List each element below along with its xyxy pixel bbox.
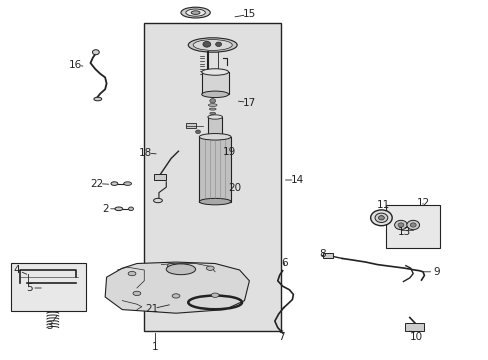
Text: 1: 1 <box>152 342 159 352</box>
Ellipse shape <box>201 91 228 98</box>
Ellipse shape <box>209 112 215 114</box>
Text: 5: 5 <box>26 283 33 293</box>
Circle shape <box>215 42 221 46</box>
Text: 10: 10 <box>409 332 422 342</box>
Bar <box>199 137 230 202</box>
Circle shape <box>92 50 99 55</box>
Ellipse shape <box>199 134 230 140</box>
Bar <box>154 174 166 180</box>
Ellipse shape <box>111 182 118 185</box>
Ellipse shape <box>207 115 222 119</box>
Text: 17: 17 <box>242 98 256 108</box>
Circle shape <box>394 220 407 230</box>
Ellipse shape <box>167 264 175 268</box>
Ellipse shape <box>166 264 195 275</box>
Polygon shape <box>105 262 249 313</box>
Circle shape <box>406 220 419 230</box>
Text: 9: 9 <box>432 267 439 277</box>
Text: 8: 8 <box>319 249 325 259</box>
Text: 20: 20 <box>228 183 241 193</box>
Text: 22: 22 <box>90 179 103 189</box>
Ellipse shape <box>199 198 230 205</box>
Circle shape <box>409 223 415 227</box>
Ellipse shape <box>128 207 133 211</box>
Text: 18: 18 <box>139 148 152 158</box>
Ellipse shape <box>123 182 131 185</box>
Text: 11: 11 <box>376 200 390 210</box>
Text: 21: 21 <box>144 304 158 314</box>
Bar <box>207 117 222 137</box>
Text: 16: 16 <box>69 60 82 70</box>
Bar <box>185 123 195 128</box>
Text: 12: 12 <box>415 198 429 208</box>
Ellipse shape <box>188 38 237 52</box>
Circle shape <box>374 213 387 222</box>
Circle shape <box>209 99 215 103</box>
Text: 14: 14 <box>290 175 304 185</box>
Text: 19: 19 <box>223 147 236 157</box>
Text: 7: 7 <box>277 332 284 342</box>
Text: 13: 13 <box>397 227 411 237</box>
Ellipse shape <box>185 9 205 16</box>
Ellipse shape <box>208 104 217 107</box>
Ellipse shape <box>209 108 216 110</box>
Text: 2: 2 <box>102 204 108 214</box>
Bar <box>144 23 281 331</box>
Ellipse shape <box>201 69 228 75</box>
Ellipse shape <box>153 198 162 203</box>
Ellipse shape <box>181 7 210 18</box>
Text: 15: 15 <box>242 9 256 19</box>
Ellipse shape <box>115 207 122 211</box>
Text: 3: 3 <box>46 321 53 331</box>
Bar <box>322 253 332 258</box>
Ellipse shape <box>172 294 180 298</box>
Ellipse shape <box>211 293 219 297</box>
Bar <box>201 72 228 94</box>
Ellipse shape <box>193 40 232 50</box>
Bar <box>386 205 439 248</box>
Bar <box>11 263 85 311</box>
Text: 4: 4 <box>14 265 20 275</box>
Ellipse shape <box>206 266 214 270</box>
Circle shape <box>203 41 210 47</box>
Circle shape <box>397 223 403 227</box>
Ellipse shape <box>128 271 136 276</box>
Circle shape <box>378 216 384 220</box>
Ellipse shape <box>207 135 222 139</box>
Text: 6: 6 <box>281 258 287 268</box>
Ellipse shape <box>191 11 200 14</box>
Bar <box>404 323 424 331</box>
Ellipse shape <box>94 97 102 101</box>
Ellipse shape <box>133 291 141 296</box>
Circle shape <box>195 130 200 134</box>
Circle shape <box>370 210 391 226</box>
